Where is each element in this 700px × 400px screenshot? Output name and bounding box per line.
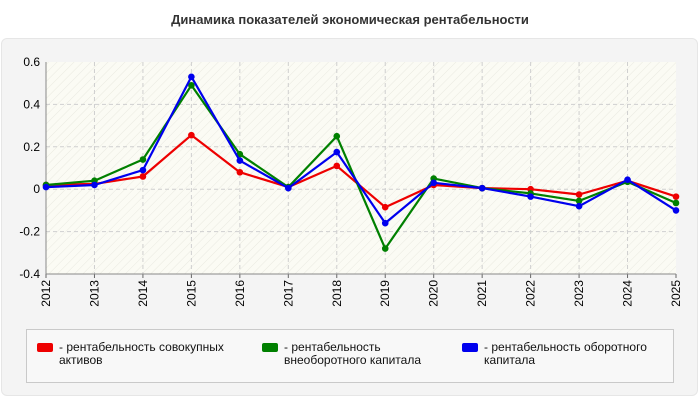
x-tick-label: 2025 [669,280,683,307]
data-point-1 [333,132,341,140]
y-tick-label: -0.4 [19,267,40,281]
legend-label: - рентабельность совокупных активов [59,340,224,367]
data-point-2 [624,176,631,183]
x-tick-label: 2015 [184,280,198,307]
data-point-2 [236,157,244,164]
x-tick-label: 2021 [475,280,489,307]
data-point-0 [188,131,195,139]
legend-label: - рентабельность внеоборотного капитала [284,340,421,367]
data-point-2 [139,166,147,174]
data-point-2 [575,202,583,210]
data-point-1 [139,156,147,163]
data-point-1 [575,197,583,205]
data-point-0 [333,162,341,170]
x-tick-label: 2019 [378,280,392,307]
y-tick-label: -0.2 [19,225,40,239]
data-point-2 [333,148,341,156]
axes [45,62,677,278]
x-tick-label: 2022 [524,280,538,307]
x-tick-label: 2024 [621,280,635,307]
x-tick-label: 2023 [572,280,586,307]
legend-label: - рентабельность оборотного капитала [484,340,647,367]
data-point-2 [188,73,195,81]
data-point-0 [381,203,389,211]
data-point-0 [672,193,680,200]
data-point-2 [91,181,98,189]
data-point-0 [139,173,147,180]
data-point-0 [575,191,583,198]
legend: - рентабельность совокупных активов - ре… [26,329,674,383]
x-tick-label: 2014 [136,280,150,307]
series-line-1 [45,84,677,250]
data-point-0 [236,168,244,176]
y-tick-label: 0.6 [23,55,40,69]
data-point-2 [381,219,389,227]
data-point-2 [527,193,534,200]
x-tick-label: 2020 [427,280,441,307]
x-tick-label: 2018 [330,280,344,307]
data-point-2 [672,207,680,214]
legend-swatch-blue [462,343,478,352]
legend-swatch-red [37,343,53,352]
series-layer [42,73,680,252]
y-tick-label: 0 [33,182,40,196]
x-tick-label: 2016 [233,280,247,307]
data-point-1 [381,245,389,252]
chart-title: Динамика показателей экономическая рента… [171,12,529,27]
legend-swatch-green [262,343,278,352]
x-tick-label: 2013 [87,280,101,307]
data-point-2 [42,183,50,191]
plot-area-hatch [46,62,676,274]
x-tick-label: 2017 [281,280,295,307]
data-point-1 [188,82,195,89]
data-point-2 [285,184,292,192]
y-tick-label: 0.4 [23,97,40,111]
data-point-1 [672,199,680,207]
y-tick-label: 0.2 [23,140,40,154]
data-point-2 [430,179,437,187]
series-line-2 [45,75,677,225]
data-point-2 [478,184,486,192]
x-tick-label: 2012 [39,280,53,307]
